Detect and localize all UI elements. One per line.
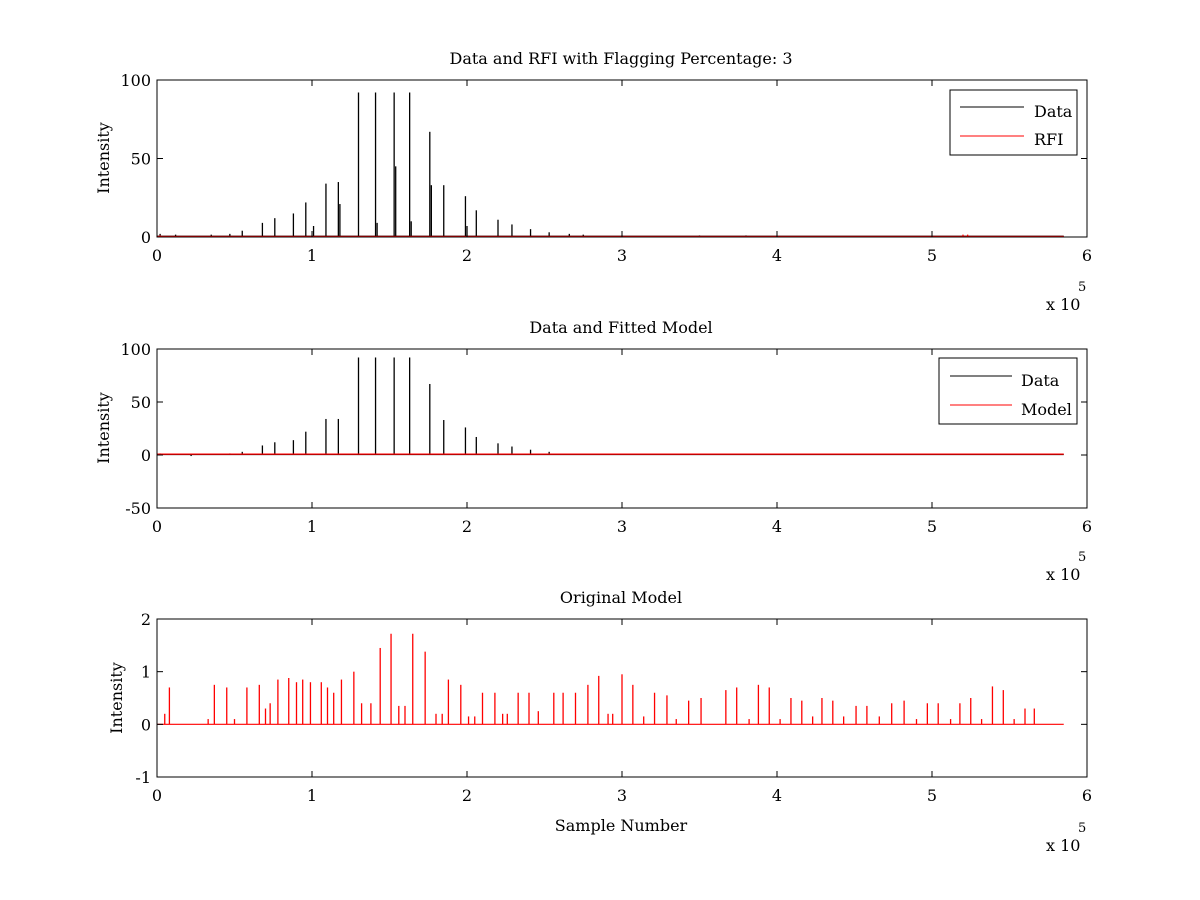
x-exponent-label: x 10 xyxy=(1046,836,1080,855)
y-ticks: 0 50 100 xyxy=(120,71,1087,247)
x-tick-label: 4 xyxy=(772,517,782,536)
x-tick-label: 2 xyxy=(462,246,472,265)
y-tick-label: 100 xyxy=(120,340,151,359)
y-tick-label: 100 xyxy=(120,71,151,90)
x-tick-label: 1 xyxy=(307,517,317,536)
chart-title: Data and RFI with Flagging Percentage: 3 xyxy=(449,49,792,68)
subplot-rfi: Data and RFI with Flagging Percentage: 3… xyxy=(94,49,1092,314)
legend-label-rfi: RFI xyxy=(1034,130,1063,149)
x-tick-label: 6 xyxy=(1082,517,1092,536)
x-tick-label: 6 xyxy=(1082,786,1092,805)
y-axis-label: Intensity xyxy=(94,122,113,194)
x-tick-label: 3 xyxy=(617,517,627,536)
legend-label-data: Data xyxy=(1021,371,1060,390)
x-tick-label: 3 xyxy=(617,246,627,265)
y-tick-label: 1 xyxy=(141,663,151,682)
x-exponent-power: 5 xyxy=(1078,280,1086,295)
y-tick-label: 50 xyxy=(131,393,151,412)
y-tick-label: 50 xyxy=(131,150,151,169)
y-tick-label: -50 xyxy=(125,499,151,518)
series-layer xyxy=(157,633,1064,725)
legend-label-model: Model xyxy=(1021,400,1072,419)
y-ticks: -50 0 50 100 xyxy=(120,340,1087,518)
x-tick-label: 3 xyxy=(617,786,627,805)
x-tick-label: 1 xyxy=(307,246,317,265)
legend: Data Model xyxy=(938,357,1078,425)
y-tick-label: 2 xyxy=(141,610,151,629)
plot-area xyxy=(157,349,1087,508)
x-tick-label: 5 xyxy=(927,517,937,536)
x-tick-label: 2 xyxy=(462,517,472,536)
x-ticks: 0 1 2 3 4 5 6 xyxy=(152,80,1092,265)
y-tick-label: 0 xyxy=(141,228,151,247)
y-ticks: -1 0 1 2 xyxy=(135,610,1087,787)
legend-box xyxy=(949,89,1078,156)
y-tick-label: 0 xyxy=(141,446,151,465)
x-exponent-power: 5 xyxy=(1078,550,1086,565)
x-ticks: 0 1 2 3 4 5 6 xyxy=(152,619,1092,805)
series-layer xyxy=(157,357,1064,457)
x-tick-label: 2 xyxy=(462,786,472,805)
x-tick-label: 0 xyxy=(152,786,162,805)
x-tick-label: 4 xyxy=(772,246,782,265)
chart-title: Original Model xyxy=(560,588,682,607)
x-ticks: 0 1 2 3 4 5 6 xyxy=(152,349,1092,536)
legend-box xyxy=(938,357,1078,425)
y-tick-label: 0 xyxy=(141,715,151,734)
x-tick-label: 0 xyxy=(152,517,162,536)
x-tick-label: 6 xyxy=(1082,246,1092,265)
x-exponent-label: x 10 xyxy=(1046,565,1080,584)
legend-label-data: Data xyxy=(1034,102,1073,121)
chart-title: Data and Fitted Model xyxy=(529,318,712,337)
x-tick-label: 0 xyxy=(152,246,162,265)
y-axis-label: Intensity xyxy=(107,662,126,734)
x-tick-label: 5 xyxy=(927,786,937,805)
x-tick-label: 1 xyxy=(307,786,317,805)
y-axis-label: Intensity xyxy=(94,392,113,464)
plot-area xyxy=(157,80,1087,237)
x-axis-label: Sample Number xyxy=(555,816,688,835)
x-tick-label: 5 xyxy=(927,246,937,265)
legend: Data RFI xyxy=(949,89,1078,156)
x-tick-label: 4 xyxy=(772,786,782,805)
x-exponent-label: x 10 xyxy=(1046,295,1080,314)
y-tick-label: -1 xyxy=(135,768,151,787)
x-exponent-power: 5 xyxy=(1078,821,1086,836)
